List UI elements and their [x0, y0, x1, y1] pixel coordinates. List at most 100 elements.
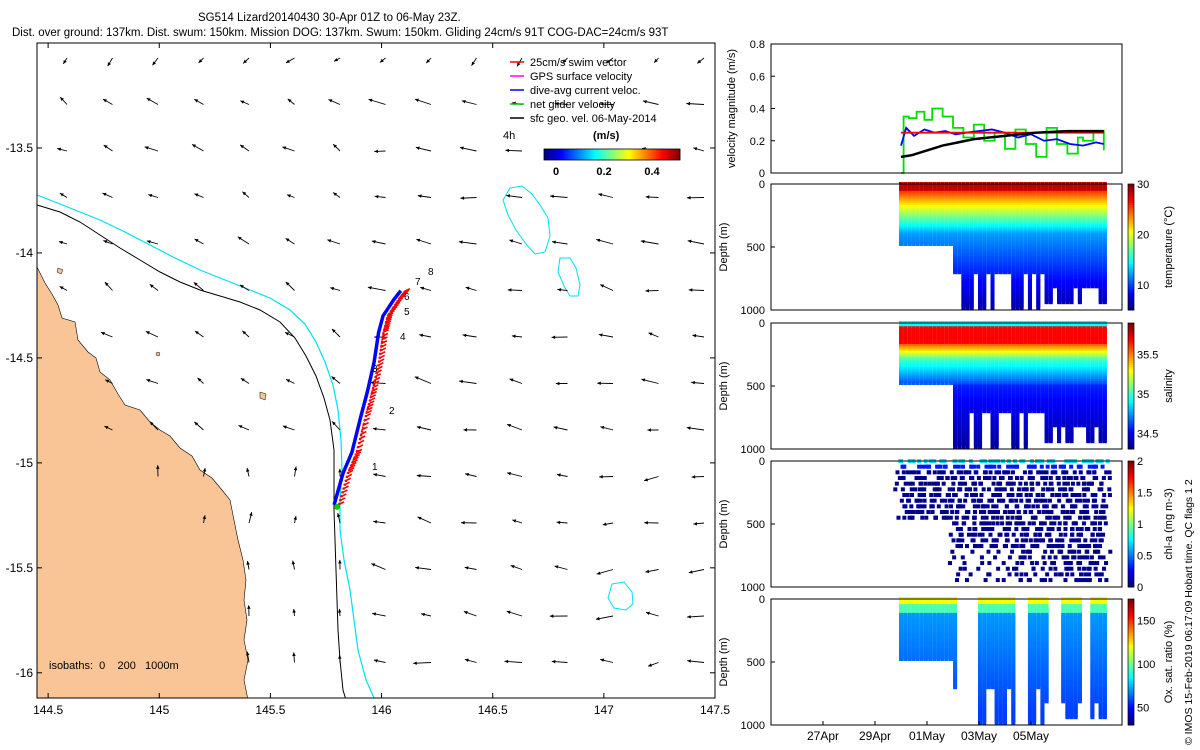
profile-point [1073, 284, 1078, 289]
velocity-arrow [146, 240, 159, 245]
colorbar-cell [1128, 284, 1134, 288]
colorbar-cell [649, 149, 651, 160]
velocity-arrow [460, 196, 477, 200]
velocity-arrow [287, 98, 295, 105]
velocity-arrow [146, 97, 159, 105]
velocity-arrow [512, 519, 523, 524]
velocity-arrow [145, 330, 159, 338]
colorbar-cell [639, 149, 641, 160]
y-axis-label: velocity magnitude (m/s) [726, 49, 738, 168]
profile-point [944, 241, 949, 246]
colorbar-cell [634, 149, 636, 160]
colorbar-cell [630, 149, 632, 160]
map-x-tick-label: 145.5 [255, 703, 285, 717]
velocity-arrow [286, 194, 295, 198]
current-velocity-track [332, 289, 403, 506]
velocity-arrow [191, 143, 204, 152]
colorbar-cell [1128, 268, 1134, 271]
colorbar-cell [1128, 226, 1134, 229]
velocity-arrow [688, 288, 705, 292]
y-tick-label: 0.8 [750, 39, 765, 51]
title-line-2: Dist. over ground: 137km. Dist. swum: 15… [12, 27, 668, 39]
profile-point [957, 270, 962, 275]
profile-point [944, 380, 949, 385]
velocity-arrow [464, 658, 477, 663]
profile-point [990, 444, 995, 449]
map-axes-frame [36, 42, 716, 699]
profile-point [1069, 300, 1074, 305]
velocity-arrow [242, 57, 250, 64]
colorbar-cell [671, 149, 673, 160]
profile-point [978, 444, 983, 449]
velocity-arrow [328, 99, 341, 105]
colorbar-cell [599, 149, 601, 160]
colorbar-cell [595, 149, 597, 160]
colorbar-cell [626, 149, 628, 160]
profile-point [1040, 270, 1045, 275]
velocity-arrow [562, 57, 568, 64]
colorbar-cell [1128, 272, 1134, 275]
colorbar-cell [1128, 251, 1134, 254]
velocity-arrow [417, 194, 432, 198]
velocity-arrow [647, 428, 659, 432]
y-tick-label: 1000 [741, 305, 765, 317]
velocity-arrow [246, 560, 250, 570]
velocity-arrow [596, 569, 614, 575]
map-x-tick-label: 145 [149, 703, 169, 717]
series-line [901, 107, 1105, 174]
profile-point [936, 380, 941, 385]
profile-point [998, 409, 1003, 414]
velocity-arrow [644, 476, 659, 482]
colorbar-cell [668, 149, 670, 160]
map-y-tick-label: -15 [16, 456, 34, 470]
colorbar-cell [555, 149, 557, 160]
colorbar-cell [1128, 286, 1134, 290]
colorbar-cell [590, 149, 592, 160]
map-y-tick-label: -13.5 [6, 141, 34, 155]
velocity-arrow [104, 425, 113, 431]
profile-point [965, 444, 970, 449]
colorbar-cell [625, 149, 627, 160]
colorbar-cell [648, 149, 650, 160]
isobath-200 [37, 204, 346, 698]
colorbar-cell [618, 149, 620, 160]
colorbar-cell [562, 149, 564, 160]
colorbar-cell [548, 149, 550, 160]
colorbar-cell [646, 149, 648, 160]
colorbar-cell [565, 149, 567, 160]
colorbar-cell [615, 149, 617, 160]
velocity-arrow [338, 559, 342, 570]
colorbar-cell [642, 149, 644, 160]
velocity-arrow [413, 661, 432, 665]
profile-point [915, 380, 920, 385]
colorbar-cell [605, 149, 607, 160]
colorbar-cell [640, 149, 642, 160]
profile-point [1027, 305, 1032, 310]
colorbar-cell [1128, 263, 1134, 267]
colorbar-cell [653, 149, 655, 160]
colorbar-cell [1128, 211, 1134, 214]
profile-point [969, 305, 974, 310]
colorbar-cell [1128, 198, 1134, 202]
velocity-arrow [338, 468, 342, 477]
colorbar-cell [1128, 289, 1134, 292]
y-tick-label: 0.4 [750, 104, 765, 116]
colorbar-cell [564, 149, 566, 160]
colorbar-cell [567, 149, 569, 160]
velocity-arrow [556, 473, 568, 477]
profile-point [899, 380, 903, 385]
colorbar-cell [607, 149, 609, 160]
velocity-arrow [239, 144, 250, 152]
colorbar-cell [566, 149, 568, 160]
swim-vector [381, 336, 388, 341]
profile-point [932, 241, 937, 246]
velocity-arrow [285, 237, 295, 245]
velocity-arrow [62, 57, 68, 65]
colorbar-cell [632, 149, 634, 160]
profile-point [1057, 300, 1062, 305]
colorbar-cell [1128, 276, 1134, 279]
profile-point [928, 380, 933, 385]
colorbar-cell [663, 149, 665, 160]
